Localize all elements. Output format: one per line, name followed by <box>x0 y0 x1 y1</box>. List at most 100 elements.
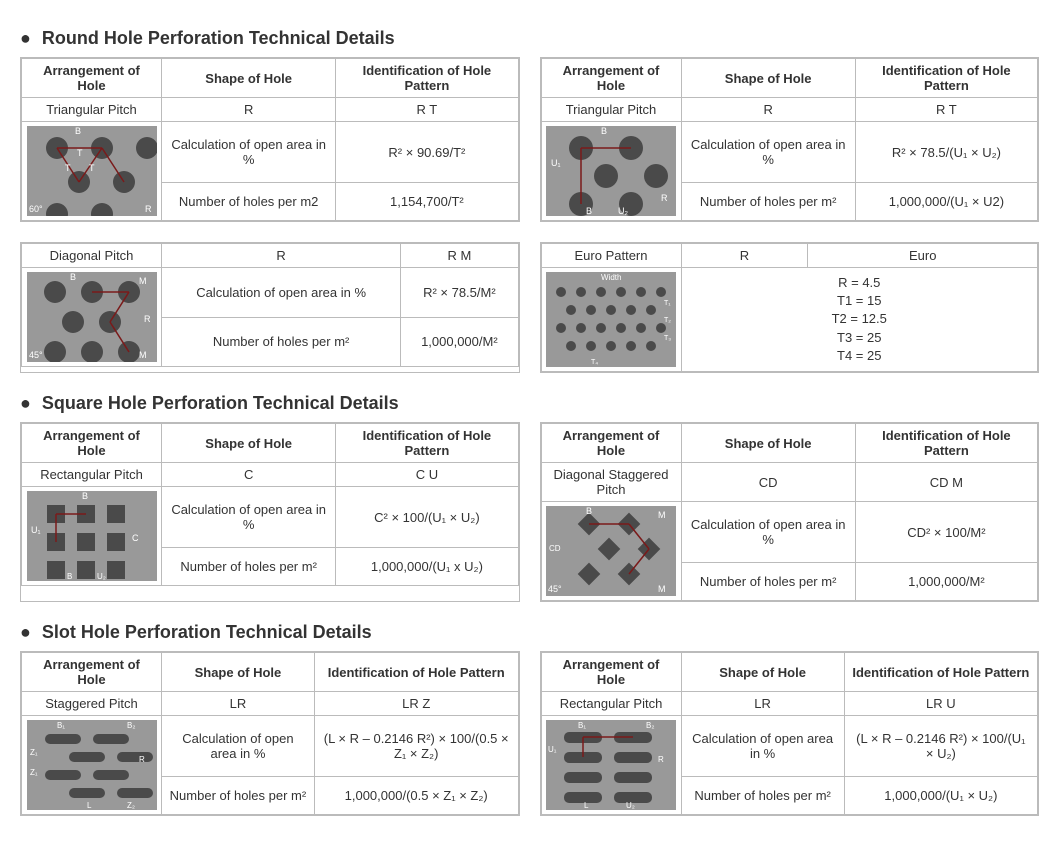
round2-holes-label: Number of holes per m² <box>681 183 855 221</box>
round4-shape: R <box>681 244 808 268</box>
svg-text:B: B <box>70 272 76 282</box>
slot1-calc-label: Calculation of open area in % <box>162 716 315 777</box>
svg-text:M: M <box>139 350 147 360</box>
svg-text:R: R <box>144 314 151 324</box>
euro-t4: T4 = 25 <box>688 347 1032 365</box>
square1-calc-label: Calculation of open area in % <box>162 487 336 548</box>
round-card-1: Arrangement of Hole Shape of Hole Identi… <box>20 57 520 222</box>
th-shape: Shape of Hole <box>162 59 336 98</box>
round1-shape: R <box>162 98 336 122</box>
round3-holes-val: 1,000,000/M² <box>401 317 518 367</box>
round3-holes-label: Number of holes per m² <box>162 317 401 367</box>
svg-text:T: T <box>65 163 71 173</box>
round1-diagram: B T T T 60° R <box>27 126 157 216</box>
svg-text:Z₁: Z₁ <box>30 768 38 777</box>
euro-r: R = 4.5 <box>688 274 1032 292</box>
slot-title: Slot Hole Perforation Technical Details <box>42 622 372 642</box>
th-shape: Shape of Hole <box>681 653 844 692</box>
square2-calc-val: CD² × 100/M² <box>855 502 1037 563</box>
square2-diagram-cell: B M M CD 45° <box>541 502 681 601</box>
round2-shape: R <box>681 98 855 122</box>
svg-text:T: T <box>77 148 83 158</box>
slot2-shape: LR <box>681 692 844 716</box>
svg-text:R: R <box>658 755 664 764</box>
svg-text:U₂: U₂ <box>97 572 106 581</box>
section-title-slot: ● Slot Hole Perforation Technical Detail… <box>20 622 1039 643</box>
square1-calc-val: C² × 100/(U₁ × U₂) <box>336 487 518 548</box>
slot1-ident: LR Z <box>314 692 518 716</box>
svg-text:T₁: T₁ <box>664 300 671 307</box>
square2-shape: CD <box>681 463 855 502</box>
svg-text:T₃: T₃ <box>664 335 671 342</box>
th-ident: Identification of Hole Pattern <box>336 424 518 463</box>
svg-text:B: B <box>75 126 81 136</box>
bullet-icon: ● <box>20 393 31 413</box>
round4-ident: Euro <box>808 244 1038 268</box>
svg-text:45°: 45° <box>548 584 562 594</box>
round1-holes-label: Number of holes per m2 <box>162 183 336 221</box>
svg-text:L: L <box>584 801 589 810</box>
square1-diagram-cell: B U₁ C B U₂ <box>22 487 162 586</box>
round-title: Round Hole Perforation Technical Details <box>42 28 395 48</box>
round3-diagram: B M R M 45° <box>27 272 157 362</box>
round4-diagram-cell: Width T₁ T₂ T₃ T₄ <box>541 268 681 372</box>
round1-ident: R T <box>336 98 518 122</box>
slot2-diagram-cell: B₁ B₂ U₁ R L U₂ <box>541 716 681 815</box>
round-card-4: Euro Pattern R Euro Width <box>540 242 1040 373</box>
svg-text:B₂: B₂ <box>127 721 135 730</box>
round1-diagram-cell: B T T T 60° R <box>22 122 162 221</box>
round4-arr: Euro Pattern <box>541 244 681 268</box>
slot2-holes-label: Number of holes per m² <box>681 777 844 815</box>
square-card-2: Arrangement of Hole Shape of Hole Identi… <box>540 422 1040 602</box>
svg-text:U₁: U₁ <box>31 525 41 535</box>
round3-ident: R M <box>401 244 518 268</box>
th-arrangement: Arrangement of Hole <box>22 653 162 692</box>
square-card-1: Arrangement of Hole Shape of Hole Identi… <box>20 422 520 602</box>
bullet-icon: ● <box>20 28 31 48</box>
square2-holes-val: 1,000,000/M² <box>855 563 1037 601</box>
square2-ident: CD M <box>855 463 1037 502</box>
svg-text:T₄: T₄ <box>591 359 598 366</box>
square2-holes-label: Number of holes per m² <box>681 563 855 601</box>
section-title-square: ● Square Hole Perforation Technical Deta… <box>20 393 1039 414</box>
svg-text:R: R <box>661 193 668 203</box>
euro-t2: T2 = 12.5 <box>688 310 1032 328</box>
svg-text:U₁: U₁ <box>551 158 561 168</box>
svg-text:B₁: B₁ <box>57 721 65 730</box>
slot2-holes-val: 1,000,000/(U₁ × U₂) <box>844 777 1037 815</box>
svg-text:U₂: U₂ <box>626 801 635 810</box>
svg-text:B: B <box>67 572 72 581</box>
svg-text:T: T <box>89 163 95 173</box>
th-shape: Shape of Hole <box>681 59 855 98</box>
svg-text:60°: 60° <box>29 204 43 214</box>
th-ident: Identification of Hole Pattern <box>336 59 518 98</box>
square2-diagram: B M M CD 45° <box>546 506 676 596</box>
svg-text:B: B <box>586 506 592 516</box>
round2-ident: R T <box>855 98 1037 122</box>
th-ident: Identification of Hole Pattern <box>855 59 1037 98</box>
slot2-calc-label: Calculation of open area in % <box>681 716 844 777</box>
slot2-calc-val: (L × R – 0.2146 R²) × 100/(U₁ × U₂) <box>844 716 1037 777</box>
svg-text:M: M <box>658 510 666 520</box>
round3-arr: Diagonal Pitch <box>22 244 162 268</box>
svg-text:Z₂: Z₂ <box>127 801 135 810</box>
round-card-3: Diagonal Pitch R R M <box>20 242 520 373</box>
slot1-holes-label: Number of holes per m² <box>162 777 315 815</box>
th-arrangement: Arrangement of Hole <box>541 653 681 692</box>
round1-calc-val: R² × 90.69/T² <box>336 122 518 183</box>
svg-text:M: M <box>658 584 666 594</box>
svg-text:B: B <box>586 206 592 216</box>
square2-arr: Diagonal Staggered Pitch <box>541 463 681 502</box>
bullet-icon: ● <box>20 622 31 642</box>
svg-text:Width: Width <box>601 273 621 282</box>
slot2-arr: Rectangular Pitch <box>541 692 681 716</box>
round2-calc-label: Calculation of open area in % <box>681 122 855 183</box>
svg-text:C: C <box>132 533 139 543</box>
th-ident: Identification of Hole Pattern <box>855 424 1037 463</box>
round3-diagram-cell: B M R M 45° <box>22 268 162 367</box>
square2-calc-label: Calculation of open area in % <box>681 502 855 563</box>
slot-card-1: Arrangement of Hole Shape of Hole Identi… <box>20 651 520 816</box>
round4-diagram: Width T₁ T₂ T₃ T₄ <box>546 272 676 367</box>
svg-text:M: M <box>139 276 147 286</box>
round2-diagram: B U₁ R B U₂ <box>546 126 676 216</box>
